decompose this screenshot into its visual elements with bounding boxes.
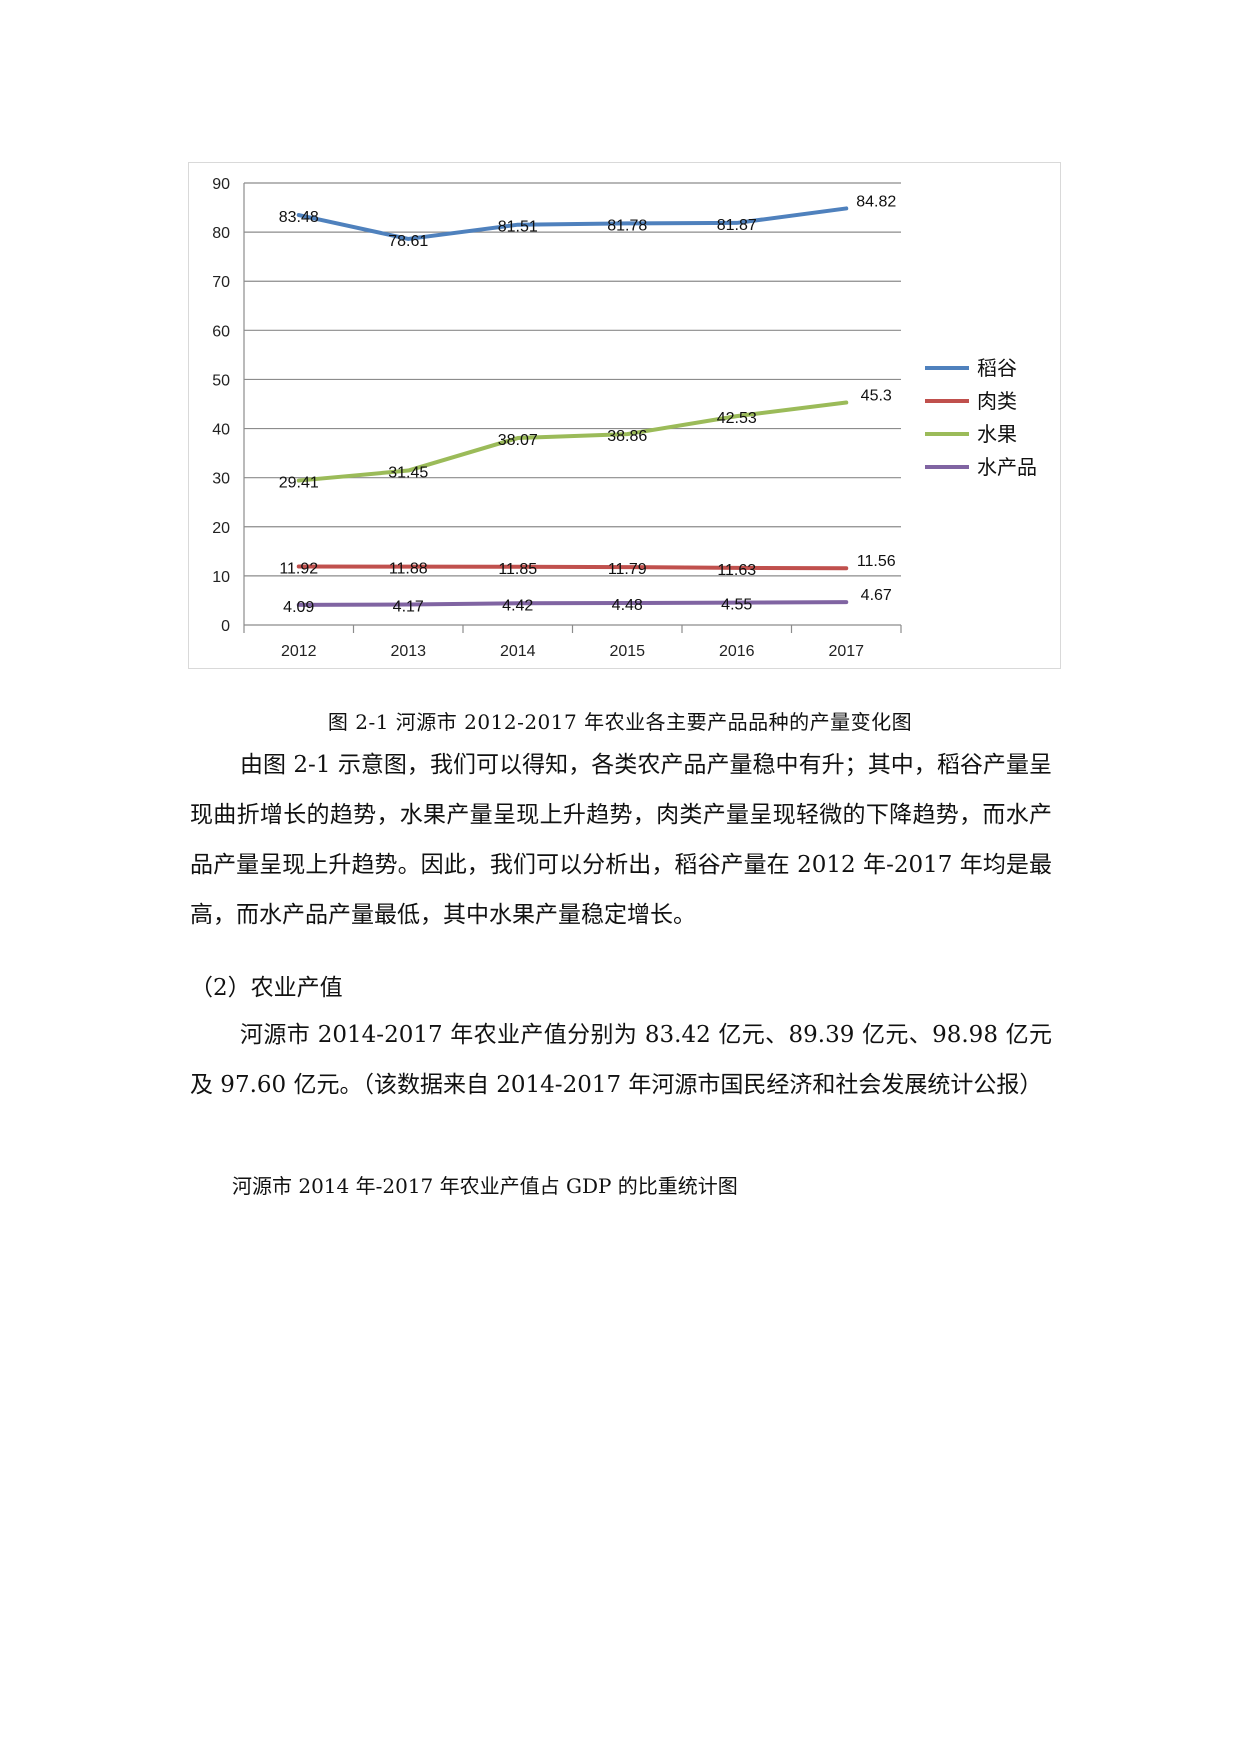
x-tick-label: 2013 bbox=[390, 643, 426, 660]
figure-caption: 图 2-1 河源市 2012-2017 年农业各主要产品品种的产量变化图 bbox=[327, 710, 913, 734]
x-tick-label: 2012 bbox=[281, 643, 317, 660]
data-label: 11.79 bbox=[608, 561, 647, 578]
data-label: 11.56 bbox=[857, 553, 896, 570]
series-line-1 bbox=[296, 206, 849, 241]
y-tick-label: 30 bbox=[212, 471, 230, 488]
y-tick-label: 90 bbox=[212, 176, 230, 193]
data-label: 11.88 bbox=[389, 561, 428, 578]
y-tick-label: 20 bbox=[212, 520, 230, 537]
data-label: 81.51 bbox=[498, 219, 538, 236]
data-label: 4.42 bbox=[502, 597, 533, 614]
x-tick-label: 2016 bbox=[719, 643, 755, 660]
legend-label: 水果 bbox=[977, 423, 1017, 446]
data-label: 31.45 bbox=[388, 465, 428, 482]
data-label: 45.3 bbox=[861, 388, 892, 405]
data-label: 11.92 bbox=[279, 560, 318, 577]
y-tick-label: 50 bbox=[212, 372, 230, 389]
data-label: 4.67 bbox=[861, 587, 892, 604]
data-label: 4.48 bbox=[612, 597, 643, 614]
data-label: 38.86 bbox=[607, 428, 647, 445]
next-figure-caption: 河源市 2014 年-2017 年农业产值占 GDP 的比重统计图 bbox=[232, 1174, 738, 1198]
data-label: 38.07 bbox=[498, 432, 538, 449]
line-chart: 0 10 20 30 40 50 60 70 80 90 2012 2013 2014 2015 2016 2… bbox=[188, 162, 1061, 669]
data-label: 29.41 bbox=[279, 475, 319, 492]
series-line-3 bbox=[296, 400, 849, 483]
section-heading: （2）农业产值 bbox=[190, 975, 343, 1001]
y-tick-label: 40 bbox=[212, 422, 230, 439]
data-label: 4.09 bbox=[283, 599, 314, 616]
output-value-paragraph: 河源市 2014-2017 年农业产值分别为 83.42 亿元、89.39 亿元… bbox=[190, 1022, 1052, 1098]
data-label: 11.85 bbox=[498, 561, 537, 578]
data-label: 42.53 bbox=[717, 410, 757, 427]
y-tick-label: 60 bbox=[212, 323, 230, 340]
y-tick-label: 80 bbox=[212, 225, 230, 242]
data-label: 81.78 bbox=[607, 217, 647, 234]
data-label: 4.17 bbox=[393, 599, 424, 616]
series-line-4 bbox=[296, 600, 849, 607]
y-tick-label: 10 bbox=[212, 569, 230, 586]
y-tick-label: 0 bbox=[221, 618, 230, 635]
data-label: 84.82 bbox=[856, 193, 896, 210]
x-tick-label: 2014 bbox=[500, 643, 536, 660]
data-label: 83.48 bbox=[279, 209, 319, 226]
data-label: 11.63 bbox=[717, 562, 756, 579]
series-line-2 bbox=[296, 564, 849, 571]
analysis-paragraph: 由图 2-1 示意图，我们可以得知，各类农产品产量稳中有升；其中，稻谷产量呈现曲… bbox=[190, 752, 1052, 928]
legend-label: 肉类 bbox=[977, 390, 1017, 413]
chart-svg: 0 10 20 30 40 50 60 70 80 90 2012 2013 2014 2015 2016 2… bbox=[212, 176, 1037, 660]
legend-label: 稻谷 bbox=[977, 357, 1017, 380]
data-label: 78.61 bbox=[388, 233, 428, 250]
legend-label: 水产品 bbox=[977, 456, 1037, 479]
data-label: 81.87 bbox=[717, 217, 757, 234]
data-label: 4.55 bbox=[721, 597, 752, 614]
x-tick-label: 2017 bbox=[828, 643, 864, 660]
x-tick-label: 2015 bbox=[609, 643, 645, 660]
y-tick-label: 70 bbox=[212, 274, 230, 291]
